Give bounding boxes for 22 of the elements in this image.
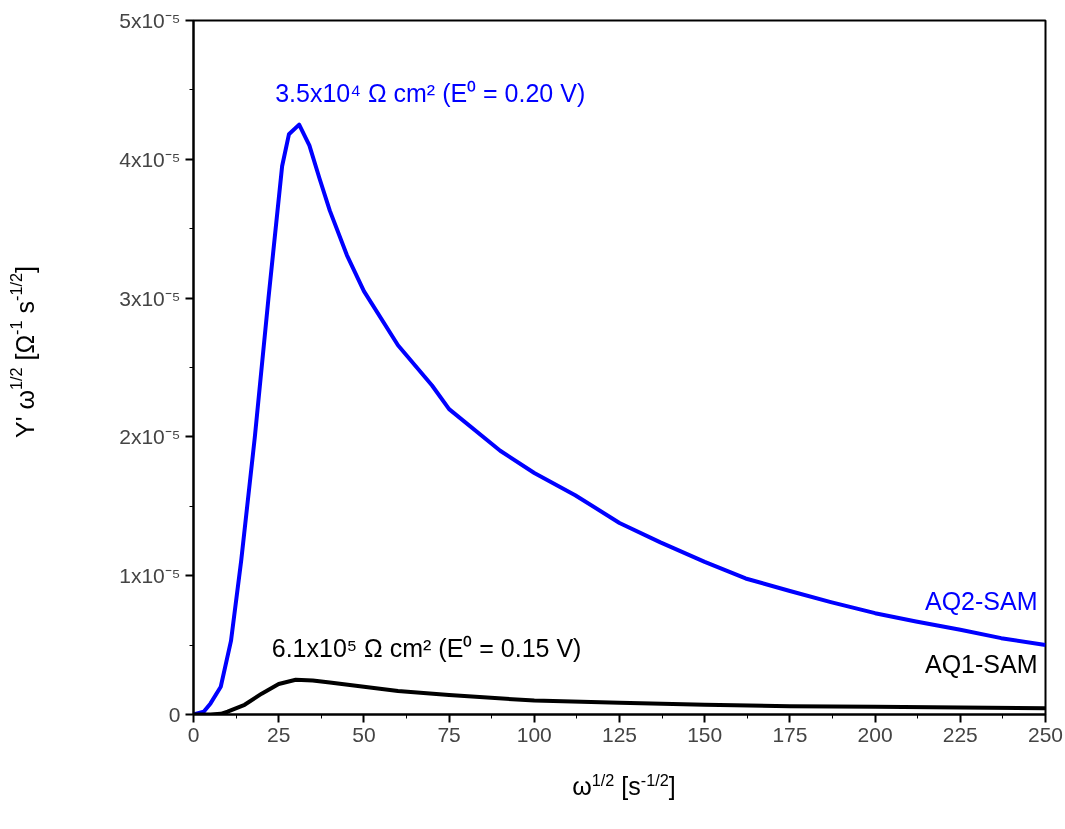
x-tick-label: 100	[516, 722, 552, 746]
x-tick-label: 150	[687, 722, 723, 746]
y-tick-label: 0	[168, 703, 181, 726]
x-tick-label: 25	[267, 722, 291, 746]
y-tick-label: 1x10⁻⁵	[119, 564, 181, 588]
x-tick-label: 200	[857, 722, 893, 746]
series-label: AQ2-SAM	[924, 587, 1038, 616]
x-tick-label: 225	[942, 722, 978, 746]
y-tick-label: 4x10⁻⁵	[119, 147, 181, 171]
x-axis-title: ω$^{1/2}$ [s$^{-1/2}$]	[571, 770, 677, 803]
y-tick-label: 2x10⁻⁵	[119, 425, 181, 449]
y-tick-label: 5x10⁻⁵	[119, 9, 181, 32]
x-tick-label: 75	[437, 722, 461, 746]
series-label: AQ1-SAM	[924, 650, 1038, 679]
x-tick-label: 0	[187, 722, 200, 746]
x-tick-label: 125	[601, 722, 638, 746]
y-tick-label: 3x10⁻⁵	[119, 286, 181, 310]
annotation: 3.5x10⁴ Ω cm² (E⁰ = 0.20 V)	[275, 78, 586, 107]
annotation: 6.1x10⁵ Ω cm² (E⁰ = 0.15 V)	[271, 633, 582, 662]
x-tick-label: 50	[352, 722, 376, 746]
x-tick-label: 250	[1027, 722, 1064, 746]
x-tick-label: 175	[772, 722, 808, 746]
